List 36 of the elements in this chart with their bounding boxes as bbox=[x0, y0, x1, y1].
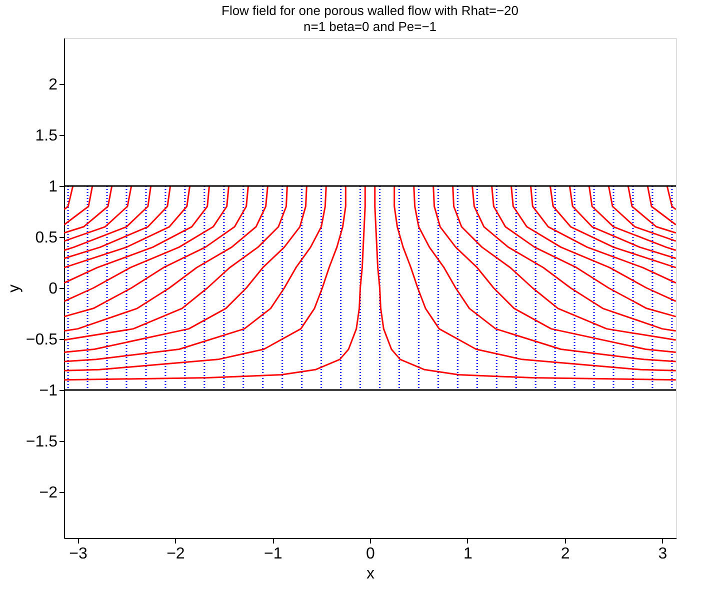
y-tick-label: 0.5 bbox=[35, 229, 58, 246]
x-tick-label: 3 bbox=[658, 546, 668, 562]
chart-subtitle: n=1 beta=0 and Pe=−1 bbox=[303, 19, 437, 34]
line-series bbox=[588, 185, 676, 251]
x-tick-label: −2 bbox=[166, 546, 185, 562]
line-series bbox=[64, 185, 152, 251]
x-tick-label: 1 bbox=[463, 546, 472, 562]
line-series bbox=[568, 185, 676, 260]
line-series bbox=[64, 185, 191, 268]
line-series bbox=[64, 185, 249, 318]
y-tick-label: 0 bbox=[48, 280, 58, 298]
y-tick-label: 2 bbox=[48, 76, 58, 94]
y-tick-label: −1.5 bbox=[26, 434, 58, 451]
y-tick-label: 1 bbox=[48, 178, 58, 196]
x-tick-label: −3 bbox=[69, 546, 88, 562]
line-series bbox=[64, 185, 172, 260]
line-series bbox=[64, 185, 210, 284]
line-series bbox=[627, 185, 676, 234]
y-tick-label: 1.5 bbox=[35, 127, 58, 144]
y-tick-label: −2 bbox=[39, 484, 58, 502]
line-series bbox=[64, 185, 113, 234]
x-tick-label: 0 bbox=[366, 546, 376, 562]
y-tick-label: −0.5 bbox=[26, 332, 58, 349]
line-series bbox=[530, 185, 676, 284]
line-series bbox=[491, 185, 676, 318]
line-series bbox=[549, 185, 676, 268]
y-tick-label: −1 bbox=[39, 382, 58, 400]
x-axis-title: x bbox=[366, 566, 374, 582]
chart-title: Flow field for one porous walled flow with Rhat=−20 bbox=[222, 3, 518, 18]
line-series bbox=[64, 185, 230, 302]
y-axis-title: y bbox=[6, 284, 23, 292]
line-series bbox=[64, 185, 132, 242]
x-tick-label: 2 bbox=[560, 546, 570, 562]
line-series bbox=[608, 185, 676, 242]
line-series bbox=[510, 185, 676, 302]
x-tick-label: −1 bbox=[264, 546, 282, 562]
